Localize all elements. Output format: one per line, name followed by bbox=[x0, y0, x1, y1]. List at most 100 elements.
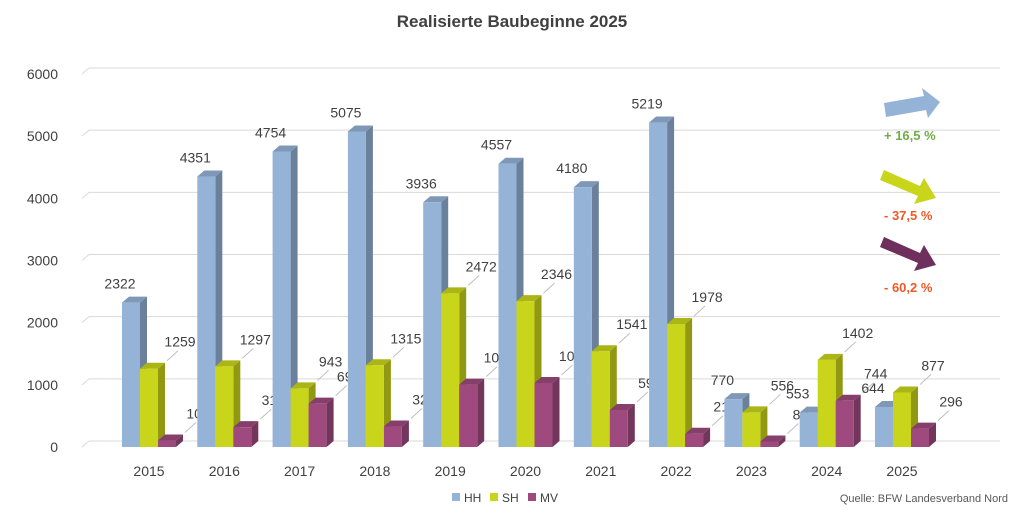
y-tick-label: 5000 bbox=[27, 128, 58, 144]
bar-sh: 1297 bbox=[215, 331, 271, 447]
leader-line bbox=[410, 408, 423, 419]
data-label: 296 bbox=[939, 394, 963, 410]
arrow-up-icon bbox=[884, 88, 940, 118]
bar-top bbox=[272, 145, 298, 152]
bar-front bbox=[724, 399, 743, 447]
bar-side bbox=[477, 378, 485, 447]
bar-mv: 1030 bbox=[534, 348, 590, 447]
bar-front bbox=[609, 410, 628, 447]
bar-top bbox=[308, 397, 334, 404]
bar-top bbox=[233, 421, 259, 428]
bar-top bbox=[760, 435, 786, 442]
bar-front bbox=[667, 324, 686, 447]
bar-side bbox=[627, 404, 635, 447]
bar-top bbox=[158, 434, 183, 441]
x-tick-label: 2018 bbox=[359, 463, 390, 479]
leader-line bbox=[561, 364, 573, 376]
data-label: 5075 bbox=[330, 105, 361, 121]
bar-side bbox=[760, 406, 768, 447]
data-label: 3936 bbox=[406, 175, 437, 191]
legend-swatch bbox=[528, 493, 536, 501]
x-tick-label: 2016 bbox=[209, 463, 240, 479]
bar-top bbox=[911, 422, 936, 429]
leader-line bbox=[392, 346, 405, 358]
bar-top bbox=[534, 376, 560, 383]
bar-front bbox=[365, 365, 384, 447]
bar-front bbox=[308, 403, 327, 447]
bar-top bbox=[742, 406, 768, 413]
bar-top bbox=[516, 295, 542, 302]
bar-front bbox=[799, 412, 818, 447]
bar-top bbox=[365, 359, 391, 366]
data-label: 1402 bbox=[842, 325, 873, 341]
bar-front bbox=[441, 293, 460, 447]
leader-line bbox=[937, 410, 950, 421]
bar-top bbox=[817, 353, 843, 360]
x-tick-label: 2015 bbox=[133, 463, 164, 479]
gridline-corner bbox=[81, 378, 90, 386]
data-label: 1978 bbox=[692, 289, 723, 305]
bar-top bbox=[290, 382, 316, 389]
bar-top bbox=[197, 170, 223, 177]
bar-top bbox=[215, 360, 241, 367]
bar-top bbox=[498, 157, 524, 164]
y-tick-label: 2000 bbox=[27, 315, 58, 331]
data-label: 4351 bbox=[180, 150, 211, 166]
leader-line bbox=[919, 374, 932, 385]
bar-front bbox=[893, 392, 911, 447]
bar-front bbox=[347, 131, 366, 448]
y-tick-label: 4000 bbox=[27, 190, 58, 206]
data-label: 770 bbox=[711, 372, 735, 388]
bar-front bbox=[835, 400, 854, 447]
bar-front bbox=[197, 176, 216, 448]
bar-side bbox=[290, 145, 298, 448]
bar-front bbox=[215, 366, 234, 447]
leader-line bbox=[485, 366, 498, 377]
bar-front bbox=[122, 302, 140, 447]
data-label: 877 bbox=[921, 357, 945, 373]
bar-top bbox=[609, 404, 635, 411]
bar-front bbox=[685, 433, 704, 447]
bar-front bbox=[290, 388, 309, 447]
bar-front bbox=[498, 163, 517, 448]
y-tick-label: 1000 bbox=[27, 377, 58, 393]
data-label: 1315 bbox=[390, 330, 421, 346]
data-label: 556 bbox=[771, 377, 795, 393]
bar-side bbox=[552, 376, 560, 447]
bar-top bbox=[893, 386, 918, 393]
y-tick-label: 0 bbox=[50, 439, 58, 455]
bar-side bbox=[703, 427, 711, 447]
bar-side bbox=[401, 420, 409, 447]
bar-top bbox=[423, 196, 449, 203]
leader-line bbox=[693, 305, 706, 317]
data-label: 744 bbox=[864, 366, 888, 382]
leader-line bbox=[862, 382, 875, 394]
leader-line bbox=[166, 350, 179, 362]
bar-side bbox=[176, 434, 183, 447]
bar-hh: 4754 bbox=[255, 124, 298, 448]
leader-line bbox=[543, 282, 555, 294]
bar-front bbox=[534, 382, 553, 447]
bar-side bbox=[778, 435, 786, 447]
gridline-corner bbox=[81, 67, 90, 75]
bar-top bbox=[383, 420, 409, 427]
bar-top bbox=[685, 427, 711, 434]
bar-top bbox=[140, 362, 165, 369]
gridline-corner bbox=[81, 316, 90, 324]
bar-side bbox=[251, 421, 259, 447]
bar-top bbox=[649, 116, 675, 123]
x-tick-label: 2021 bbox=[585, 463, 616, 479]
leader-line bbox=[241, 347, 254, 359]
bar-sh: 1402 bbox=[817, 325, 873, 447]
data-label: 1297 bbox=[240, 331, 271, 347]
change-percent-label: - 60,2 % bbox=[884, 280, 933, 295]
leader-line bbox=[184, 422, 197, 433]
bar-front bbox=[649, 122, 668, 447]
arrow-down-icon bbox=[880, 170, 936, 204]
bar-front bbox=[140, 368, 158, 447]
bar-front bbox=[516, 301, 535, 447]
x-tick-label: 2023 bbox=[736, 463, 767, 479]
leader-line bbox=[259, 408, 272, 420]
data-label: 4180 bbox=[556, 160, 587, 176]
